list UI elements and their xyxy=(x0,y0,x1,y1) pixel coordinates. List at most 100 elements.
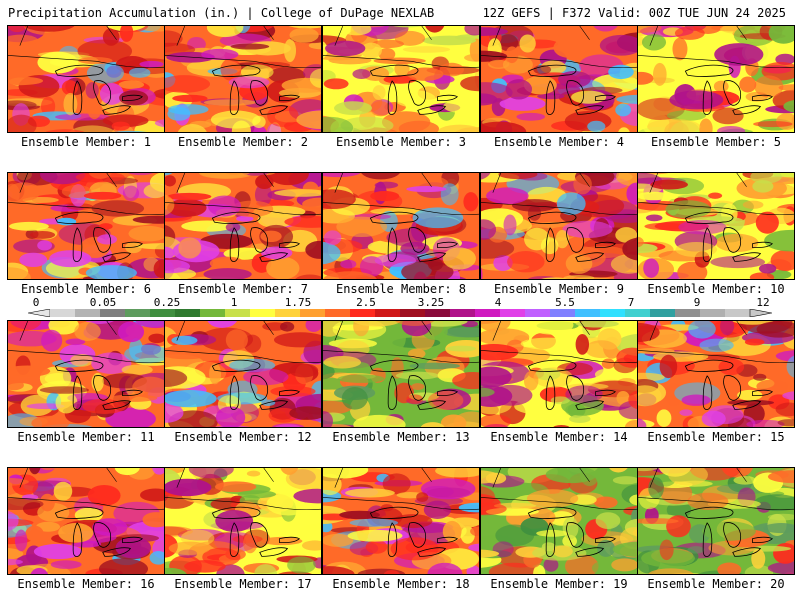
lake-outline xyxy=(102,252,132,262)
precip-blob xyxy=(712,107,744,125)
precip-blob xyxy=(230,200,274,218)
lake-outline xyxy=(732,547,762,557)
precip-blob xyxy=(339,510,380,520)
precip-blob xyxy=(128,225,164,242)
precip-blob xyxy=(498,173,538,180)
boundary-line xyxy=(481,468,637,511)
precip-blob xyxy=(119,26,134,42)
precip-blob xyxy=(165,194,175,216)
boundary-line xyxy=(323,468,479,511)
precip-blob xyxy=(280,321,295,332)
lake-outline xyxy=(408,227,427,253)
ensemble-member-label: Ensemble Member: 3 xyxy=(335,135,467,149)
precip-blob xyxy=(552,545,573,558)
precip-blob xyxy=(340,116,394,132)
precip-field xyxy=(323,321,479,427)
colorbar-tick-label: 2.5 xyxy=(356,296,376,309)
precip-blob xyxy=(85,82,99,99)
ensemble-member-label: Ensemble Member: 5 xyxy=(650,135,782,149)
precip-blob xyxy=(323,473,342,496)
ensemble-map-panel xyxy=(637,320,795,428)
precip-blob xyxy=(29,468,41,475)
precip-blob xyxy=(109,394,158,402)
precip-blob xyxy=(199,173,250,179)
precip-blob xyxy=(237,490,277,499)
lake-outline xyxy=(211,211,261,224)
precip-blob xyxy=(699,338,734,353)
precip-blob xyxy=(672,37,688,61)
colorbar-segment xyxy=(525,309,551,317)
lake-outline xyxy=(437,389,458,396)
precip-blob xyxy=(753,121,793,128)
model-valid-time: 12Z GEFS | F372 Valid: 00Z TUE JUN 24 20… xyxy=(482,6,786,20)
precip-field xyxy=(323,26,479,132)
precip-blob xyxy=(543,558,559,572)
colorbar-segment xyxy=(275,309,301,317)
precip-blob xyxy=(770,249,794,271)
precip-blob xyxy=(742,200,764,209)
precip-blob xyxy=(398,120,440,132)
precip-blob xyxy=(599,34,637,56)
precip-blob xyxy=(121,364,153,375)
colorbar-segment xyxy=(650,309,676,317)
colorbar-max-arrow xyxy=(749,309,772,317)
precip-blob xyxy=(443,99,479,114)
colorbar-segment xyxy=(425,309,451,317)
precip-blob xyxy=(488,384,533,406)
precip-blob xyxy=(576,246,627,259)
boundary-line xyxy=(481,26,637,69)
precip-blob xyxy=(225,222,241,232)
precip-blob xyxy=(8,477,29,486)
precip-field xyxy=(323,173,479,279)
precip-blob xyxy=(122,185,140,202)
precip-blob xyxy=(481,27,508,37)
lake-outline xyxy=(752,536,773,543)
colorbar-segment xyxy=(175,309,201,317)
precip-blob xyxy=(406,186,447,193)
ensemble-member-label: Ensemble Member: 1 xyxy=(20,135,152,149)
precip-blob xyxy=(370,190,400,202)
lake-outline xyxy=(122,94,143,101)
ensemble-map-panel xyxy=(164,467,322,575)
precip-blob xyxy=(289,363,319,378)
precip-blob xyxy=(50,560,82,569)
precip-blob xyxy=(610,254,637,274)
precip-blob xyxy=(260,536,303,546)
precip-blob xyxy=(659,354,678,379)
lake-outline xyxy=(54,359,104,372)
lake-outline xyxy=(595,241,616,248)
precip-blob xyxy=(643,258,660,278)
precip-blob xyxy=(142,512,164,528)
precip-blob xyxy=(293,488,321,504)
precip-blob xyxy=(337,374,385,383)
precip-blob xyxy=(744,565,774,574)
precip-blob xyxy=(435,468,479,478)
precip-blob xyxy=(616,390,630,406)
precip-blob xyxy=(481,93,498,106)
precip-blob xyxy=(629,494,637,506)
precip-blob xyxy=(400,241,430,256)
precip-blob xyxy=(39,493,55,512)
precip-blob xyxy=(420,478,476,500)
precip-blob xyxy=(202,128,221,132)
precip-blob xyxy=(665,200,711,219)
colorbar-segment xyxy=(500,309,526,317)
precip-blob xyxy=(569,414,591,423)
lake-outline xyxy=(259,105,289,115)
precip-field xyxy=(165,321,321,427)
precip-blob xyxy=(751,548,766,569)
precip-blob xyxy=(750,173,782,184)
colorbar-tick-label: 3.25 xyxy=(417,296,445,309)
lake-outline xyxy=(417,105,447,115)
lake-outline xyxy=(732,400,762,410)
lake-outline xyxy=(575,252,605,262)
precip-blob xyxy=(562,516,579,540)
lake-outline xyxy=(387,80,398,115)
precip-blob xyxy=(715,233,759,253)
precip-blob xyxy=(8,380,24,391)
precip-blob xyxy=(611,558,637,572)
precip-blob xyxy=(615,227,637,243)
lake-outline xyxy=(211,359,261,372)
precip-blob xyxy=(8,498,44,511)
precip-blob xyxy=(647,118,701,132)
